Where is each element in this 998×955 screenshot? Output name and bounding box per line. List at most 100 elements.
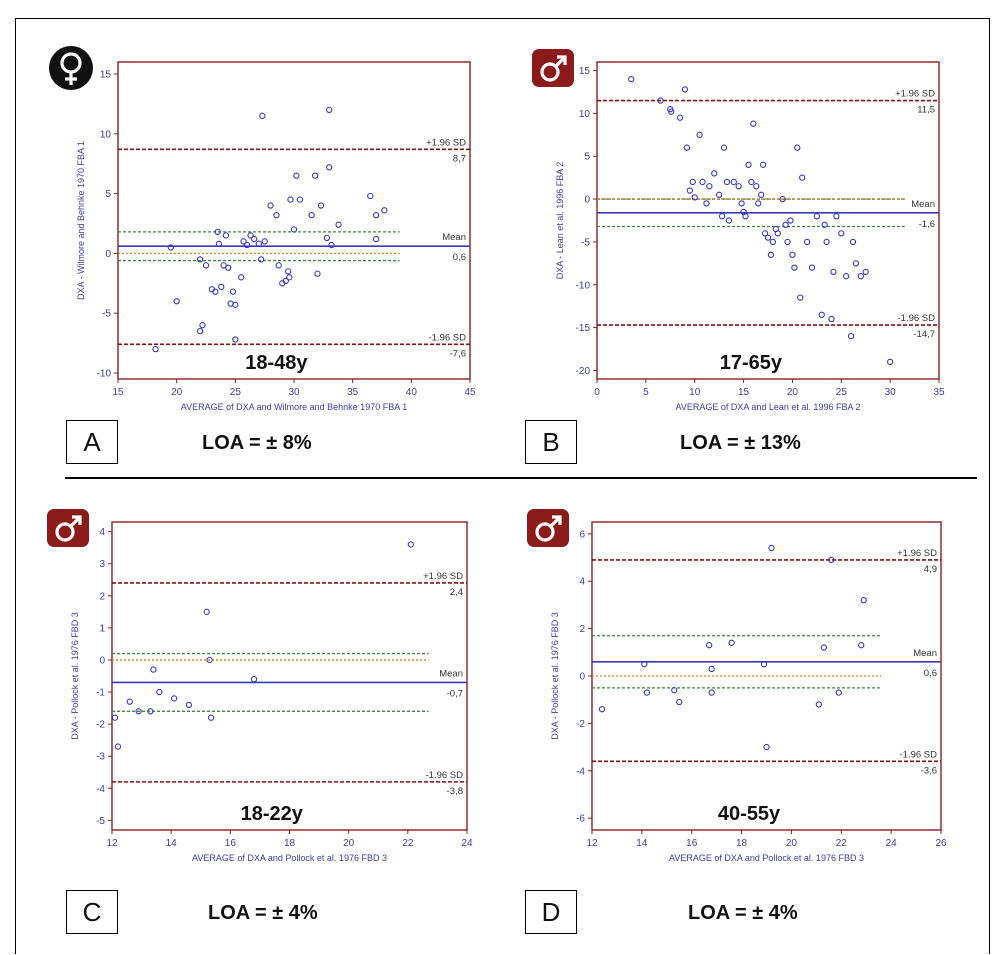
panel-letter-d: D (525, 890, 577, 934)
y-tick-label: 5 (105, 189, 111, 200)
data-point (813, 213, 821, 220)
data-point (703, 200, 710, 207)
y-tick-label: 15 (100, 69, 112, 80)
plot-area (591, 521, 942, 831)
data-point (886, 358, 894, 366)
x-tick-label: 35 (933, 387, 945, 398)
y-tick-label: 0 (584, 195, 590, 206)
data-point (328, 241, 335, 249)
data-point (326, 164, 333, 171)
data-point (769, 238, 777, 246)
data-point (818, 311, 825, 318)
data-point (250, 235, 258, 243)
x-tick-label: 12 (106, 838, 118, 849)
data-point (156, 688, 163, 696)
age-range-label: 40-55y (718, 803, 781, 825)
data-point (797, 294, 804, 301)
data-point (745, 161, 752, 168)
age-range-label: 17-65y (720, 352, 783, 374)
badge-background (527, 509, 569, 547)
data-point (761, 230, 769, 237)
y-tick-label: -20 (576, 366, 591, 377)
y-tick-label: 0 (105, 249, 111, 260)
badge-glyph-arrow-shaft (554, 56, 566, 68)
data-point (828, 556, 835, 564)
data-point (681, 86, 689, 93)
data-point (686, 187, 693, 194)
data-point (858, 642, 865, 649)
data-point (202, 262, 210, 269)
upper-limit-label: +1.96 SD (895, 89, 935, 100)
loa-text-b: LOA = ± 13% (680, 432, 801, 454)
y-axis-label: DXA - Pollock et al. 1976 FBD 3 (550, 612, 560, 740)
data-point (598, 706, 606, 713)
data-point (311, 172, 319, 179)
y-tick-label: 15 (579, 66, 591, 77)
data-point (220, 262, 227, 269)
data-point (830, 268, 837, 276)
panel-letter-c: C (66, 890, 118, 934)
y-tick-label: -10 (97, 369, 112, 380)
data-point (676, 698, 683, 706)
x-tick-label: 45 (464, 387, 476, 398)
data-point (764, 234, 772, 241)
panel-b: 0 5 10 15 20 25 30 35 -20 -15 -10 -5 0 5 10 15 AVERAGE o… (520, 30, 970, 470)
y-tick-label: -2 (576, 719, 585, 730)
data-point (763, 743, 770, 751)
data-point (728, 639, 735, 646)
data-point (803, 238, 811, 246)
data-point (643, 689, 650, 696)
data-point (173, 298, 180, 305)
data-point (114, 743, 122, 750)
badge-background (49, 46, 93, 90)
data-point (784, 238, 791, 246)
x-axis-label: AVERAGE of DXA and Wilmore and Behnke 19… (181, 402, 407, 412)
female-symbol-icon (49, 46, 93, 90)
badge-glyph-arrow-head (557, 55, 567, 65)
x-tick-label: 40 (406, 387, 418, 398)
data-point (335, 221, 342, 228)
y-axis-label: DXA - Lean et al. 1996 FBA 2 (555, 162, 565, 280)
y-tick-label: -2 (96, 720, 105, 731)
data-point (229, 288, 237, 295)
data-point (308, 211, 315, 219)
y-tick-label: -5 (96, 816, 105, 827)
figure-frame (15, 18, 990, 954)
data-point (323, 234, 331, 241)
lower-limit-value: -7,6 (450, 348, 466, 359)
data-point (232, 301, 239, 308)
lower-limit-label: -1.96 SD (429, 332, 467, 343)
loa-text-d: LOA = ± 4% (688, 902, 798, 924)
chart-b: 0 5 10 15 20 25 30 35 -20 -15 -10 -5 0 5 10 15 AVERAGE o… (532, 49, 945, 412)
data-point (250, 676, 258, 683)
panel-letter-a: A (66, 420, 118, 464)
data-point (833, 213, 840, 220)
y-tick-label: -5 (581, 237, 590, 248)
data-point (290, 226, 298, 233)
age-range-label: 18-48y (245, 352, 308, 374)
x-tick-label: 26 (935, 838, 947, 849)
data-point (750, 120, 757, 127)
data-point (711, 170, 718, 177)
y-tick-label: -15 (576, 323, 591, 334)
data-point (286, 274, 293, 281)
lower-limit-value: -14,7 (913, 329, 935, 340)
y-tick-label: 6 (579, 529, 585, 540)
data-point (723, 178, 731, 186)
x-tick-label: 30 (288, 387, 300, 398)
x-tick-label: 14 (636, 838, 648, 849)
data-point (791, 264, 798, 271)
y-tick-label: 10 (100, 129, 112, 140)
data-point (758, 191, 765, 198)
x-tick-label: 20 (343, 838, 355, 849)
y-tick-label: -4 (576, 766, 585, 777)
upper-limit-value: 8,7 (453, 153, 466, 164)
data-point (838, 230, 845, 237)
data-point (215, 240, 223, 247)
data-point (835, 689, 842, 696)
data-point (367, 192, 374, 200)
data-point (821, 221, 828, 228)
data-point (247, 232, 254, 239)
data-point (759, 161, 767, 168)
data-point (267, 202, 274, 209)
